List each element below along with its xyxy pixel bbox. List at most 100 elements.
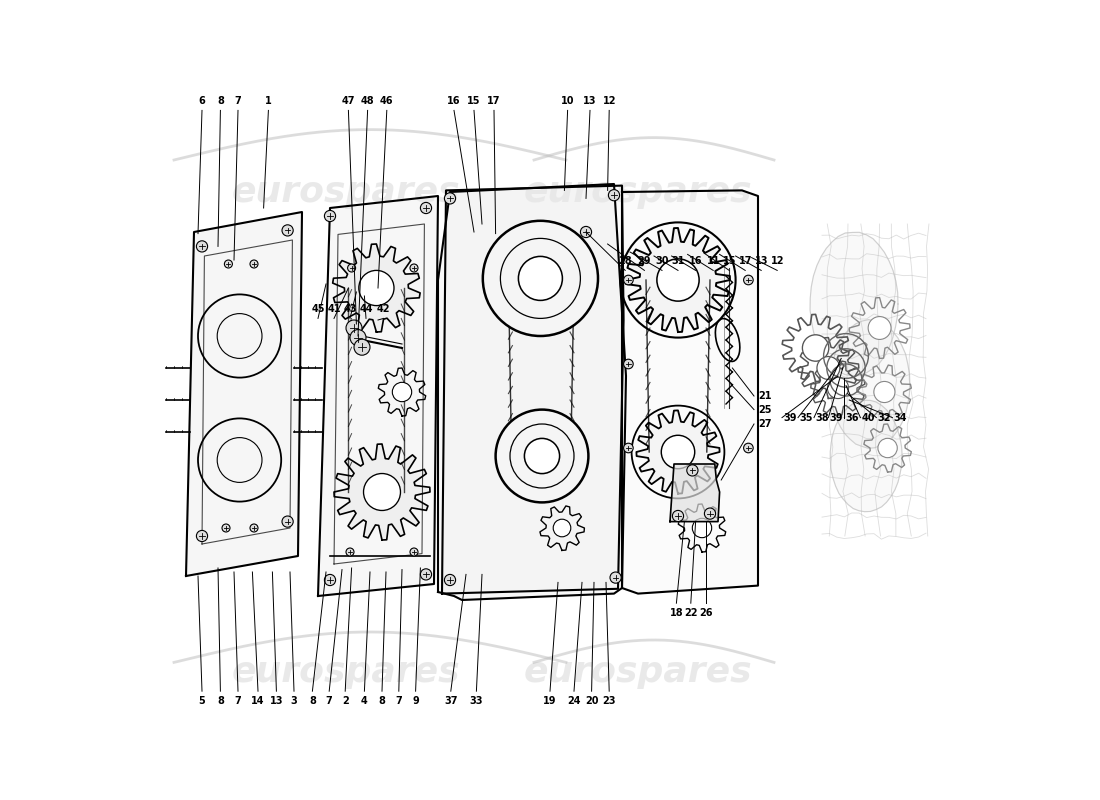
Text: 43: 43 [343, 304, 356, 314]
Text: 36: 36 [846, 413, 859, 422]
Text: 41: 41 [328, 304, 341, 314]
Circle shape [610, 572, 621, 583]
Text: 34: 34 [893, 413, 907, 422]
Circle shape [496, 410, 588, 502]
Circle shape [250, 260, 258, 268]
Circle shape [868, 317, 891, 339]
Circle shape [581, 226, 592, 238]
Circle shape [348, 264, 355, 272]
Text: 5: 5 [199, 696, 206, 706]
Circle shape [661, 435, 695, 469]
Text: 38: 38 [815, 413, 828, 422]
Text: 17: 17 [738, 256, 752, 266]
Polygon shape [830, 320, 910, 448]
Circle shape [518, 256, 562, 301]
Text: 14: 14 [251, 696, 265, 706]
Text: 13: 13 [583, 96, 596, 106]
Circle shape [686, 465, 698, 476]
Text: 7: 7 [234, 696, 241, 706]
Polygon shape [498, 412, 586, 500]
Circle shape [350, 330, 366, 346]
Polygon shape [830, 400, 902, 512]
Circle shape [483, 221, 598, 336]
Polygon shape [334, 444, 430, 540]
Text: 13: 13 [270, 696, 283, 706]
Text: eurospares: eurospares [524, 655, 752, 689]
Polygon shape [810, 232, 898, 375]
Circle shape [222, 524, 230, 532]
Circle shape [624, 275, 634, 285]
Text: 7: 7 [234, 96, 241, 106]
Circle shape [525, 438, 560, 474]
Text: 8: 8 [217, 96, 223, 106]
Text: 15: 15 [723, 256, 736, 266]
Circle shape [624, 359, 634, 369]
Text: 42: 42 [377, 304, 390, 314]
Text: 47: 47 [342, 96, 355, 106]
Text: 18: 18 [670, 608, 683, 618]
Circle shape [393, 382, 411, 402]
Text: 26: 26 [700, 608, 713, 618]
Circle shape [873, 382, 895, 402]
Text: 20: 20 [585, 696, 598, 706]
Polygon shape [332, 244, 420, 332]
Text: 12: 12 [603, 96, 616, 106]
Circle shape [608, 190, 619, 201]
Text: eurospares: eurospares [232, 655, 460, 689]
Text: 46: 46 [381, 96, 394, 106]
Text: 1: 1 [265, 96, 272, 106]
Polygon shape [438, 184, 626, 600]
Text: 17: 17 [487, 96, 500, 106]
Circle shape [420, 202, 431, 214]
Text: 16: 16 [689, 256, 703, 266]
Circle shape [444, 574, 455, 586]
Circle shape [346, 548, 354, 556]
Text: 37: 37 [444, 696, 458, 706]
Text: 8: 8 [309, 696, 316, 706]
Text: 8: 8 [378, 696, 385, 706]
Circle shape [444, 193, 455, 204]
Circle shape [282, 225, 294, 236]
Polygon shape [670, 464, 719, 522]
Text: 44: 44 [360, 304, 373, 314]
Circle shape [354, 339, 370, 355]
Text: 40: 40 [861, 413, 876, 422]
Circle shape [744, 443, 754, 453]
Circle shape [624, 443, 634, 453]
Circle shape [346, 320, 362, 336]
Text: 3: 3 [290, 696, 297, 706]
Circle shape [744, 275, 754, 285]
Circle shape [657, 259, 700, 301]
Circle shape [817, 357, 839, 379]
Text: 7: 7 [326, 696, 332, 706]
Circle shape [250, 524, 258, 532]
Text: eurospares: eurospares [524, 175, 752, 209]
Text: 22: 22 [684, 608, 697, 618]
Text: 32: 32 [878, 413, 891, 422]
Polygon shape [442, 186, 624, 594]
Text: 9: 9 [412, 696, 419, 706]
Text: 23: 23 [603, 696, 616, 706]
Text: eurospares: eurospares [232, 175, 460, 209]
Text: 35: 35 [800, 413, 813, 422]
Text: 4: 4 [361, 696, 367, 706]
Text: 16: 16 [448, 96, 461, 106]
Text: 10: 10 [561, 96, 574, 106]
Text: 24: 24 [568, 696, 581, 706]
Circle shape [197, 530, 208, 542]
Text: 33: 33 [470, 696, 483, 706]
Polygon shape [637, 410, 719, 494]
Text: 7: 7 [395, 696, 403, 706]
Circle shape [197, 241, 208, 252]
Text: 12: 12 [770, 256, 784, 266]
Text: 19: 19 [543, 696, 557, 706]
Text: 11: 11 [706, 256, 719, 266]
Circle shape [224, 260, 232, 268]
Circle shape [324, 574, 336, 586]
Polygon shape [318, 196, 438, 596]
Circle shape [359, 270, 394, 306]
Circle shape [878, 438, 898, 458]
Text: 15: 15 [468, 96, 481, 106]
Circle shape [672, 510, 683, 522]
Circle shape [420, 569, 431, 580]
